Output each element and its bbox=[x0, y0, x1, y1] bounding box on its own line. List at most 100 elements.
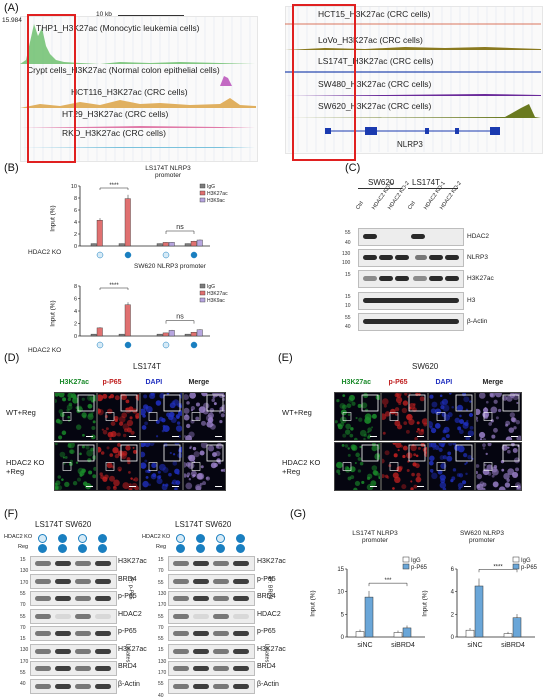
c-mw-4: 15 bbox=[345, 272, 351, 278]
bar-h3k27ac bbox=[190, 241, 197, 247]
d-title: LS174T bbox=[133, 362, 162, 371]
g-chart1-title: LS174T NLRP3 promoter bbox=[352, 530, 398, 544]
rko-signal bbox=[20, 147, 256, 148]
y-tick-label: 2 bbox=[74, 232, 77, 238]
if-image bbox=[54, 392, 97, 441]
ko-indicator bbox=[162, 251, 170, 259]
bar-igg bbox=[184, 243, 191, 247]
f-indicator bbox=[38, 534, 47, 543]
hct116-signal bbox=[20, 98, 256, 108]
g-ylabel-1: Input (%) bbox=[309, 590, 317, 617]
f-mw: 15 bbox=[20, 557, 26, 563]
f-indicator bbox=[58, 534, 67, 543]
if-image bbox=[97, 442, 140, 491]
bar-p-p65 bbox=[512, 617, 522, 638]
x-tick-label: siNC bbox=[357, 642, 372, 649]
bar-igg bbox=[156, 333, 163, 337]
f-lysates-left: Lysates bbox=[124, 643, 131, 663]
f-cells-right: LS174T SW620 bbox=[175, 520, 232, 529]
b-ylabel-2: Input (%) bbox=[49, 300, 57, 327]
bar-igg bbox=[90, 333, 97, 337]
f-row-label: BRD4 bbox=[257, 663, 276, 670]
c-group-sw620: SW620 bbox=[368, 178, 395, 187]
y-tick-label: 4 bbox=[74, 309, 77, 315]
bar-igg bbox=[503, 633, 513, 638]
legend-label: IgG bbox=[411, 558, 421, 564]
legend-swatch bbox=[199, 190, 206, 196]
f-mw: 15 bbox=[20, 636, 26, 643]
c-lane-label: Ctrl bbox=[355, 200, 365, 211]
y-tick-label: 0 bbox=[451, 635, 455, 641]
f-blot bbox=[30, 608, 117, 624]
legend-label: H3K27ac bbox=[207, 191, 228, 197]
y-tick-label: 4 bbox=[451, 590, 455, 596]
c-group-line-1 bbox=[358, 188, 402, 189]
f-mw: 130 bbox=[20, 568, 29, 575]
bar-igg bbox=[118, 243, 125, 247]
f-blot bbox=[30, 556, 117, 571]
f-reg-label-left: Reg bbox=[18, 544, 29, 550]
lovo-signal bbox=[285, 47, 541, 50]
ko-indicator bbox=[190, 251, 198, 259]
legend-swatch bbox=[402, 556, 410, 563]
f-blot bbox=[168, 643, 255, 659]
sig-bracket bbox=[368, 582, 408, 587]
f-row-label: BRD4 bbox=[118, 663, 137, 670]
track-label-hct116: HCT116_H3K27ac (CRC cells) bbox=[71, 87, 188, 97]
ko-indicator bbox=[96, 341, 104, 349]
if-col-label: H3K27ac bbox=[341, 379, 372, 386]
bar-h3k27ac bbox=[96, 220, 103, 247]
if-col-label: Merge bbox=[482, 379, 504, 386]
if-col-label: DAPI bbox=[435, 379, 453, 386]
c-row-h3: H3 bbox=[467, 297, 476, 304]
bar-h3k9ac bbox=[168, 330, 175, 337]
f-indicator bbox=[196, 544, 205, 553]
f-row-label: H3K27ac bbox=[118, 558, 147, 565]
f-mw: 170 bbox=[20, 658, 29, 665]
bar-h3k27ac bbox=[96, 327, 103, 337]
f-blot bbox=[168, 573, 255, 589]
legend-label: H3K9ac bbox=[207, 298, 225, 304]
legend-label: p-P65 bbox=[411, 565, 428, 571]
sw620-signal bbox=[285, 104, 541, 118]
f-row-label: HDAC2 bbox=[118, 610, 142, 618]
f-ko-label-left: HDAC2 KO bbox=[4, 534, 33, 540]
if-row-label: WT+Reg bbox=[6, 407, 36, 417]
f-reg-label-right: Reg bbox=[156, 544, 167, 550]
f-mw: 55 bbox=[158, 613, 164, 620]
f-mw: 170 bbox=[20, 579, 29, 586]
f-blot bbox=[168, 661, 255, 676]
f-row-label: β-Actin bbox=[257, 680, 279, 688]
legend-swatch bbox=[199, 297, 206, 303]
bar-p-p65 bbox=[474, 585, 484, 638]
if-image bbox=[381, 392, 428, 441]
y-tick-label: 6 bbox=[74, 208, 77, 214]
f-mw: 70 bbox=[20, 624, 26, 631]
if-image bbox=[140, 392, 183, 441]
y-tick-label: 15 bbox=[337, 567, 344, 573]
f-blot bbox=[30, 573, 117, 589]
y-tick-label: 0 bbox=[341, 635, 345, 641]
track-label-sw480: SW480_H3K27ac (CRC cells) bbox=[318, 79, 432, 89]
e-title: SW620 bbox=[412, 362, 439, 371]
y-tick-label: 8 bbox=[74, 284, 77, 290]
c-mw-3: 100 bbox=[342, 260, 351, 266]
f-mw: 70 bbox=[20, 602, 26, 609]
genome-grid-left bbox=[24, 17, 251, 161]
bar-igg bbox=[393, 632, 403, 638]
scale-bar bbox=[118, 15, 184, 16]
bar-h3k27ac bbox=[124, 304, 131, 337]
g-chart2-title: SW620 NLRP3 promoter bbox=[459, 530, 505, 544]
track-label-hct15: HCT15_H3K27ac (CRC cells) bbox=[318, 9, 431, 19]
f-mw: 130 bbox=[20, 647, 29, 654]
c-mw-6: 10 bbox=[345, 303, 351, 309]
if-image bbox=[54, 442, 97, 491]
f-ip-right: IP: BRD4 bbox=[266, 576, 273, 600]
if-row-label: HDAC2 KO +Reg bbox=[282, 457, 321, 476]
x-tick-label: siBRD4 bbox=[501, 642, 525, 649]
f-indicator bbox=[236, 534, 245, 543]
legend-swatch bbox=[199, 197, 206, 203]
f-indicator bbox=[196, 534, 205, 543]
